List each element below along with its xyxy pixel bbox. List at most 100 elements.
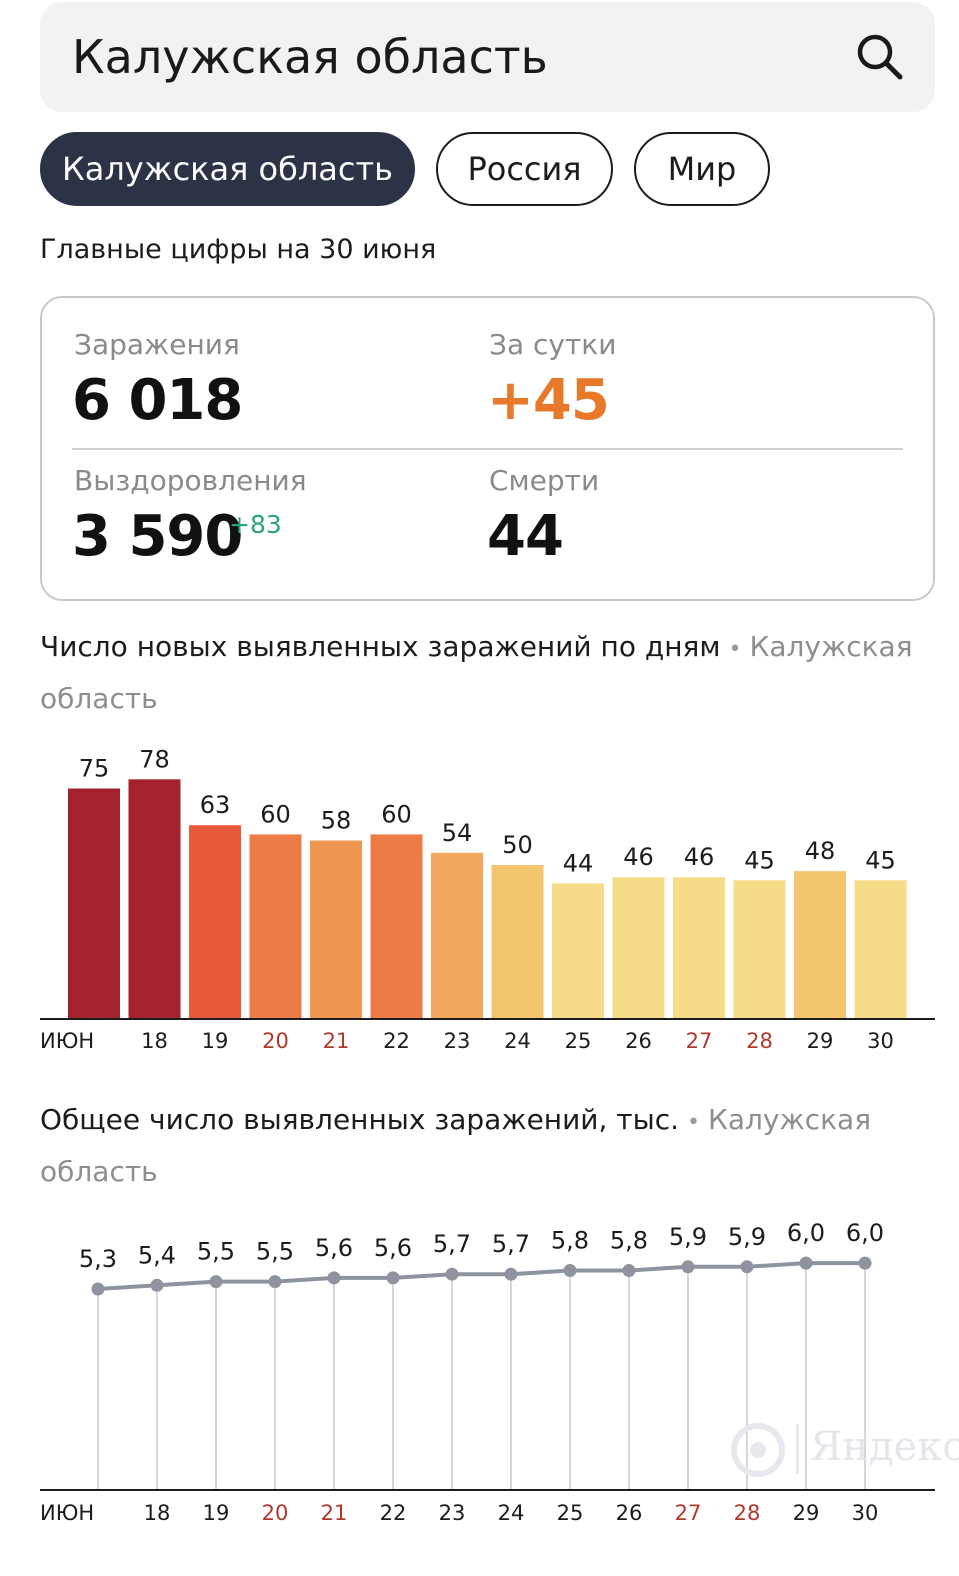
stats-divider: [72, 448, 903, 450]
data-point-11: [740, 1260, 754, 1274]
total-line-chart: 5,3 5,4 5,5 5,5 5,6 5,6 5,7 5,7 5,8 5,8 5,9 5,9 6,0 6…: [40, 1219, 935, 1525]
bar-value-label-4: 58: [321, 807, 352, 835]
bar-6: [431, 852, 483, 1018]
x-tick-label-6: 23: [439, 1501, 466, 1525]
daily-chart-title-text: Число новых выявленных заражений по дням: [40, 630, 721, 663]
infections-value: 6 018: [72, 368, 243, 433]
total-chart-title-text: Общее число выявленных заражений, тыс.: [40, 1103, 680, 1136]
total-chart-region: Калужская область: [40, 1103, 872, 1188]
x-tick-label-11: 28: [734, 1501, 761, 1525]
point-value-label-12: 6,0: [787, 1219, 825, 1247]
x-tick-label-6: 23: [444, 1029, 471, 1053]
bar-value-label-10: 46: [684, 843, 715, 871]
data-point-7: [504, 1267, 518, 1281]
point-value-label-5: 5,6: [374, 1234, 412, 1262]
bar-10: [673, 877, 725, 1018]
bar-11: [733, 880, 786, 1018]
series-line: [97, 1261, 865, 1291]
bar-value-label-8: 44: [563, 849, 594, 877]
data-point-9: [622, 1264, 636, 1277]
data-point-5: [386, 1271, 400, 1285]
x-tick-label-8: 25: [565, 1029, 592, 1053]
bar-value-label-11: 45: [744, 846, 775, 874]
tab-world[interactable]: Мир: [634, 132, 770, 206]
x-tick-label-10: 27: [675, 1501, 702, 1525]
x-tick-label-0: ИЮН: [40, 1501, 94, 1525]
bar-value-label-6: 54: [442, 819, 473, 847]
title-separator-dot: •: [728, 637, 742, 662]
bar-value-label-9: 46: [623, 843, 654, 871]
x-tick-label-9: 26: [625, 1029, 652, 1053]
bar-0: [68, 788, 120, 1018]
bar-value-label-1: 78: [139, 745, 170, 773]
data-point-10: [681, 1260, 695, 1274]
bar-4: [310, 840, 362, 1018]
bar-value-label-7: 50: [502, 831, 533, 859]
bar-value-label-5: 60: [381, 800, 412, 828]
data-point-1: [150, 1278, 164, 1292]
x-tick-label-3: 20: [262, 1029, 289, 1053]
x-tick-label-3: 20: [262, 1501, 289, 1525]
daily-chart-region: Калужская область: [40, 630, 913, 715]
x-tick-label-7: 24: [504, 1029, 531, 1053]
x-tick-label-11: 28: [746, 1029, 773, 1053]
point-value-label-2: 5,5: [197, 1238, 235, 1266]
x-tick-label-0: ИЮН: [40, 1029, 94, 1053]
data-point-4: [327, 1271, 341, 1285]
data-point-12: [799, 1256, 813, 1270]
point-value-label-4: 5,6: [315, 1234, 353, 1262]
x-tick-label-10: 27: [686, 1029, 713, 1053]
watermark-divider: [796, 1424, 799, 1474]
bar-5: [370, 834, 423, 1018]
bar-2: [189, 825, 241, 1018]
point-value-label-10: 5,9: [669, 1223, 707, 1251]
point-value-label-0: 5,3: [79, 1245, 117, 1273]
x-tick-label-13: 30: [852, 1501, 879, 1525]
stats-card: Заражения 6 018 За сутки +45 Выздоровлен…: [40, 296, 935, 601]
daily-value: +45: [487, 368, 610, 433]
daily-chart-title: Число новых выявленных заражений по дням…: [40, 622, 920, 723]
bar-13: [854, 880, 907, 1018]
search-input[interactable]: Калужская область: [72, 30, 548, 84]
search-bar[interactable]: Калужская область: [40, 2, 935, 112]
data-point-3: [268, 1275, 282, 1289]
bar-value-label-12: 48: [805, 837, 836, 865]
data-point-6: [445, 1267, 459, 1281]
point-value-label-8: 5,8: [551, 1227, 589, 1255]
x-tick-label-5: 22: [383, 1029, 410, 1053]
point-value-label-3: 5,5: [256, 1238, 294, 1266]
x-tick-label-4: 21: [323, 1029, 350, 1053]
point-value-label-1: 5,4: [138, 1241, 176, 1269]
search-icon[interactable]: [855, 32, 905, 82]
bar-7: [491, 865, 544, 1018]
point-value-label-6: 5,7: [433, 1230, 471, 1258]
point-value-label-7: 5,7: [492, 1230, 530, 1258]
bar-value-label-0: 75: [79, 755, 110, 783]
yandex-watermark: Яндекс: [730, 1420, 959, 1480]
bar-value-label-13: 45: [865, 846, 896, 874]
x-tick-label-2: 19: [203, 1501, 230, 1525]
bar-value-label-3: 60: [260, 800, 291, 828]
watermark-text: Яндекс: [810, 1424, 959, 1470]
tab-kaluga[interactable]: Калужская область: [40, 132, 415, 206]
deaths-value: 44: [487, 504, 564, 569]
total-chart-title: Общее число выявленных заражений, тыс. • К…: [40, 1095, 920, 1196]
bar-12: [794, 871, 846, 1018]
recovered-delta: +83: [229, 510, 282, 539]
bar-value-label-2: 63: [200, 791, 231, 819]
point-value-label-9: 5,8: [610, 1227, 648, 1255]
page-subtitle: Главные цифры на 30 июня: [40, 234, 437, 265]
tab-russia[interactable]: Россия: [436, 132, 613, 206]
yandex-logo-icon: [731, 1423, 785, 1477]
x-tick-label-8: 25: [557, 1501, 584, 1525]
x-tick-label-9: 26: [616, 1501, 643, 1525]
daily-label: За сутки: [489, 328, 617, 361]
x-tick-label-2: 19: [202, 1029, 229, 1053]
x-tick-label-4: 21: [321, 1501, 348, 1525]
data-point-13: [858, 1256, 872, 1270]
bar-9: [612, 877, 665, 1018]
point-value-label-11: 5,9: [728, 1223, 766, 1251]
infections-label: Заражения: [74, 328, 240, 361]
deaths-label: Смерти: [489, 464, 600, 497]
title-separator-dot: •: [687, 1110, 700, 1135]
